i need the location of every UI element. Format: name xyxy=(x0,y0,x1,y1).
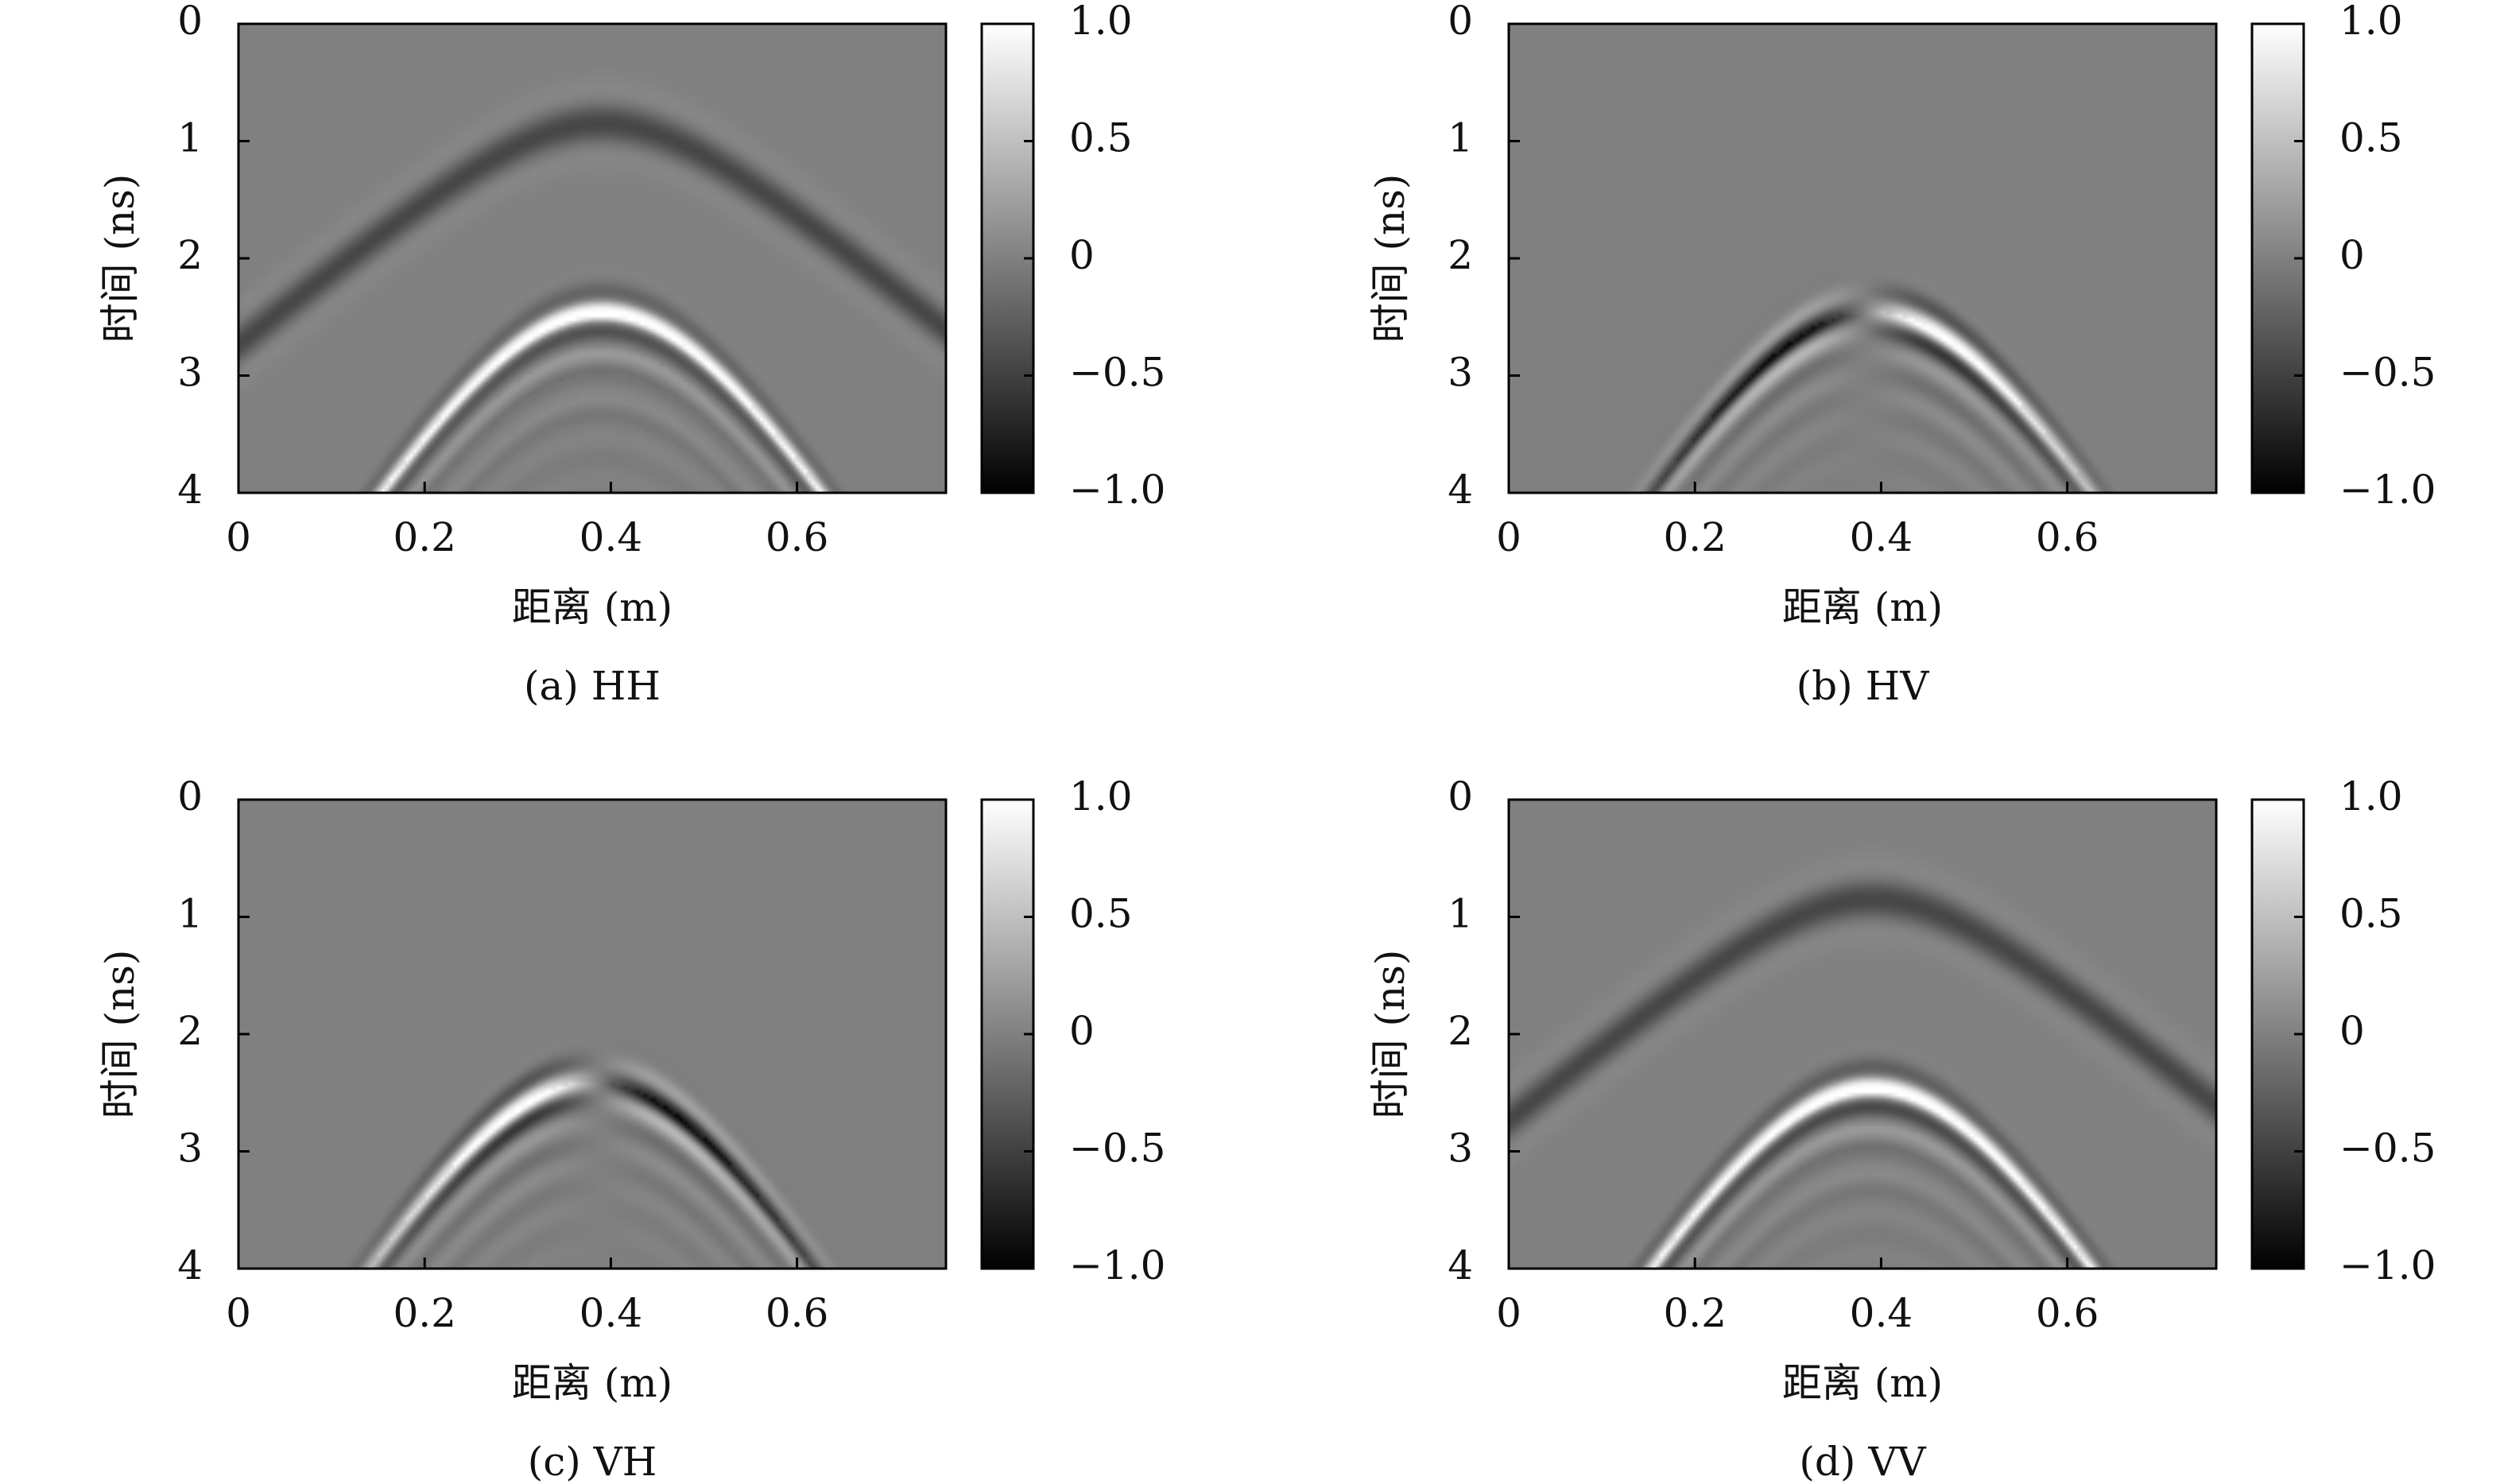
y-tick-label: 1 xyxy=(177,891,203,937)
panel-cvh: 0 0.2 0.4 0.6 0 1 2 3 4 距离 (m) 时间 (ns) (c) VH 1.0 0.5… xyxy=(97,773,1165,1484)
x-axis-label: 距离 (m) xyxy=(1782,584,1943,630)
y-tick-label: 1 xyxy=(1448,115,1473,161)
panel-ahh: 0 0.2 0.4 0.6 0 1 2 3 4 距离 (m) 时间 (ns) (a) HH 1.0 0.5… xyxy=(97,0,1165,709)
colorbar-tick-label: 0.5 xyxy=(2339,115,2403,161)
x-tick-label: 0 xyxy=(1496,514,1521,560)
colorbar-tick-label: 1.0 xyxy=(2339,0,2403,44)
x-tick-label: 0 xyxy=(226,1290,251,1336)
colorbar-tick-label: 0 xyxy=(1069,1008,1095,1054)
colorbar-tick-label: 1.0 xyxy=(1069,773,1133,819)
y-tick-label: 2 xyxy=(177,232,203,278)
y-tick-label: 1 xyxy=(1448,891,1473,937)
colorbar-tick-label: −1.0 xyxy=(1069,1242,1165,1288)
colorbar-tick-label: 0.5 xyxy=(2339,891,2403,937)
y-tick-label: 0 xyxy=(1448,0,1473,44)
x-tick-label: 0.4 xyxy=(579,514,643,560)
y-tick-label: 4 xyxy=(1448,1242,1473,1288)
y-axis-label: 时间 (ns) xyxy=(97,950,143,1119)
x-tick-label: 0.6 xyxy=(766,514,829,560)
panel-caption: (c) VH xyxy=(528,1439,657,1484)
y-tick-label: 2 xyxy=(1448,232,1473,278)
y-tick-label: 2 xyxy=(177,1008,203,1054)
x-tick-label: 0 xyxy=(1496,1290,1521,1336)
colorbar-tick-label: 0 xyxy=(2339,1008,2365,1054)
y-axis-label: 时间 (ns) xyxy=(1367,950,1413,1119)
y-tick-label: 4 xyxy=(177,1242,203,1288)
colorbar-tick-label: −1.0 xyxy=(2339,467,2436,513)
heatmap-image xyxy=(1509,24,2216,493)
x-tick-label: 0 xyxy=(226,514,251,560)
heatmap-image xyxy=(238,24,946,493)
colorbar-tick-label: −0.5 xyxy=(1069,350,1165,396)
y-tick-label: 0 xyxy=(177,0,203,44)
colorbar-tick-label: −1.0 xyxy=(2339,1242,2436,1288)
panel-caption: (d) VV xyxy=(1799,1439,1926,1484)
y-tick-label: 4 xyxy=(1448,467,1473,513)
colorbar-tick-label: −0.5 xyxy=(2339,350,2436,396)
y-tick-label: 0 xyxy=(1448,773,1473,819)
colorbar-tick-label: 1.0 xyxy=(1069,0,1133,44)
x-axis-label: 距离 (m) xyxy=(512,584,673,630)
x-tick-label: 0.2 xyxy=(1663,514,1727,560)
heatmap-image xyxy=(1509,800,2216,1269)
heatmap-image xyxy=(238,800,946,1269)
x-tick-label: 0.4 xyxy=(1850,1290,1913,1336)
x-tick-label: 0.6 xyxy=(2036,1290,2099,1336)
x-tick-label: 0.2 xyxy=(393,514,456,560)
y-tick-label: 0 xyxy=(177,773,203,819)
colorbar-tick-label: −0.5 xyxy=(2339,1126,2436,1172)
y-tick-label: 1 xyxy=(177,115,203,161)
x-tick-label: 0.4 xyxy=(1850,514,1913,560)
colorbar-tick-label: −0.5 xyxy=(1069,1126,1165,1172)
y-tick-label: 4 xyxy=(177,467,203,513)
y-tick-label: 3 xyxy=(177,350,203,396)
y-axis-label: 时间 (ns) xyxy=(1367,174,1413,343)
colorbar-tick-label: 0 xyxy=(1069,232,1095,278)
x-tick-label: 0.2 xyxy=(393,1290,456,1336)
y-tick-label: 2 xyxy=(1448,1008,1473,1054)
y-tick-label: 3 xyxy=(1448,1126,1473,1172)
y-axis-label: 时间 (ns) xyxy=(97,174,143,343)
y-tick-label: 3 xyxy=(1448,350,1473,396)
panel-caption: (a) HH xyxy=(524,663,661,709)
x-tick-label: 0.4 xyxy=(579,1290,643,1336)
panel-bhv: 0 0.2 0.4 0.6 0 1 2 3 4 距离 (m) 时间 (ns) (b) HV 1.0 0.5… xyxy=(1367,0,2436,709)
x-tick-label: 0.6 xyxy=(2036,514,2099,560)
colorbar-tick-label: 1.0 xyxy=(2339,773,2403,819)
colorbar-tick-label: 0.5 xyxy=(1069,891,1133,937)
y-tick-label: 3 xyxy=(177,1126,203,1172)
panel-caption: (b) HV xyxy=(1797,663,1930,709)
colorbar-tick-label: 0 xyxy=(2339,232,2365,278)
x-tick-label: 0.2 xyxy=(1663,1290,1727,1336)
x-tick-label: 0.6 xyxy=(766,1290,829,1336)
panel-dvv: 0 0.2 0.4 0.6 0 1 2 3 4 距离 (m) 时间 (ns) (d) VV 1.0 0.5… xyxy=(1367,773,2436,1484)
colorbar-tick-label: −1.0 xyxy=(1069,467,1165,513)
x-axis-label: 距离 (m) xyxy=(512,1360,673,1406)
colorbar-tick-label: 0.5 xyxy=(1069,115,1133,161)
x-axis-label: 距离 (m) xyxy=(1782,1360,1943,1406)
